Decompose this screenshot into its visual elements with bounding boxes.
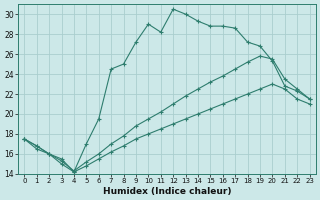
X-axis label: Humidex (Indice chaleur): Humidex (Indice chaleur) bbox=[103, 187, 231, 196]
